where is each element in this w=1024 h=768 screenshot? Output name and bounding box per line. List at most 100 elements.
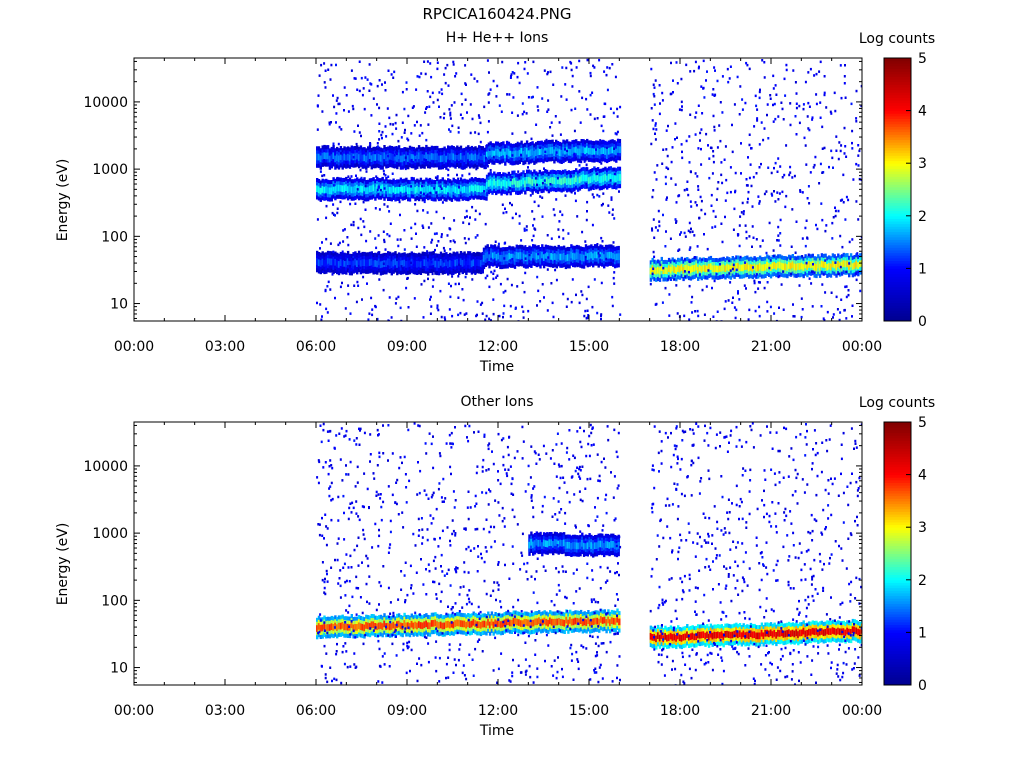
top-scatter-cell (748, 143, 751, 147)
top-band-cell (513, 254, 517, 262)
top-band-cell (532, 251, 535, 259)
top-scatter-cell (678, 194, 681, 197)
top-scatter-cell (713, 279, 716, 283)
top-scatter-cell (434, 176, 437, 179)
top-scatter-cell (442, 116, 445, 120)
top-scatter-cell (390, 316, 393, 319)
top-band-cell (786, 264, 789, 271)
top-scatter-cell (492, 298, 495, 301)
top-band-cell (376, 184, 379, 191)
bottom-band-cell (806, 629, 809, 637)
top-colorbar-swatch (884, 268, 911, 272)
top-band-cell (580, 174, 583, 182)
top-scatter-cell (316, 128, 319, 131)
top-band-cell (356, 260, 359, 267)
top-band-cell (425, 185, 428, 192)
top-scatter-cell (531, 210, 534, 213)
top-scatter-cell (711, 93, 714, 96)
top-scatter-cell (829, 110, 832, 114)
top-scatter-cell (684, 235, 687, 238)
top-colorbar-swatch (884, 118, 911, 122)
top-colorbar-swatch (884, 231, 911, 235)
top-scatter-cell (821, 283, 824, 286)
bottom-scatter-cell (331, 679, 333, 683)
top-scatter-cell (750, 184, 753, 188)
top-scatter-cell (426, 250, 429, 253)
top-scatter-cell (543, 69, 546, 72)
top-scatter-cell (679, 233, 681, 236)
top-scatter-cell (596, 243, 599, 246)
top-band-cell (478, 185, 481, 192)
top-scatter-cell (358, 266, 361, 270)
top-band-cell (589, 176, 592, 184)
top-scatter-cell (510, 73, 513, 76)
top-scatter-cell (553, 213, 556, 217)
top-scatter-cell (813, 163, 816, 167)
bottom-scatter-cell (615, 450, 618, 454)
top-band-cell (345, 260, 348, 268)
top-band-cell (390, 153, 393, 161)
top-scatter-cell (320, 318, 323, 321)
top-colorbar-swatch (884, 197, 911, 201)
bottom-band-cell (472, 618, 475, 626)
top-band-cell (336, 154, 339, 161)
bottom-scatter-cell (589, 634, 592, 638)
top-scatter-cell (822, 273, 825, 276)
top-scatter-cell (362, 220, 365, 223)
bottom-scatter-cell (512, 605, 515, 609)
top-scatter-cell (820, 202, 823, 205)
top-scatter-cell (407, 138, 410, 142)
bottom-scatter-cell (421, 536, 424, 539)
top-scatter-cell (714, 215, 717, 218)
bottom-band-cell (387, 622, 390, 630)
top-band-cell (604, 252, 608, 259)
top-scatter-cell (697, 104, 700, 107)
bottom-scatter-cell (326, 680, 329, 684)
top-scatter-cell (523, 110, 526, 114)
bottom-scatter-cell (607, 438, 610, 442)
top-band-cell (427, 186, 430, 193)
top-scatter-cell (763, 76, 766, 79)
top-scatter-cell (413, 147, 416, 150)
top-scatter-cell (381, 136, 383, 140)
bottom-scatter-cell (345, 553, 348, 556)
top-band-cell (412, 154, 415, 161)
top-band-cell (343, 260, 346, 267)
top-scatter-cell (446, 234, 449, 237)
top-scatter-cell (843, 309, 846, 312)
top-band-cell (489, 179, 492, 186)
top-scatter-cell (807, 127, 810, 130)
top-band-cell (432, 187, 435, 194)
top-scatter-cell (685, 63, 688, 67)
bottom-scatter-cell (452, 529, 455, 533)
top-scatter-cell (680, 143, 683, 146)
bottom-scatter-cell (461, 671, 464, 675)
top-scatter-cell (837, 272, 840, 276)
top-scatter-cell (347, 243, 350, 247)
bottom-band-cell (667, 634, 671, 641)
bottom-scatter-cell (404, 561, 407, 564)
top-scatter-cell (334, 296, 336, 300)
top-scatter-cell (750, 147, 753, 150)
top-scatter-cell (708, 176, 711, 180)
bottom-scatter-cell (616, 455, 619, 459)
bottom-band-cell (528, 541, 531, 549)
top-scatter-cell (416, 120, 418, 124)
top-band-cell (555, 147, 558, 154)
top-scatter-cell (410, 226, 413, 230)
top-scatter-cell (833, 91, 836, 95)
top-band-cell (504, 180, 507, 187)
top-scatter-cell (325, 204, 328, 208)
top-scatter-cell (652, 83, 655, 86)
top-band-cell (562, 146, 565, 154)
top-scatter-cell (479, 153, 482, 156)
top-band-cell (549, 147, 552, 154)
top-band-cell (484, 252, 488, 260)
top-band-cell (354, 186, 357, 193)
top-scatter-cell (520, 239, 523, 242)
top-band-cell (387, 258, 390, 266)
top-band-cell (428, 259, 432, 266)
bottom-band-cell (758, 632, 762, 640)
top-scatter-cell (328, 123, 331, 126)
top-band-cell (660, 264, 663, 271)
